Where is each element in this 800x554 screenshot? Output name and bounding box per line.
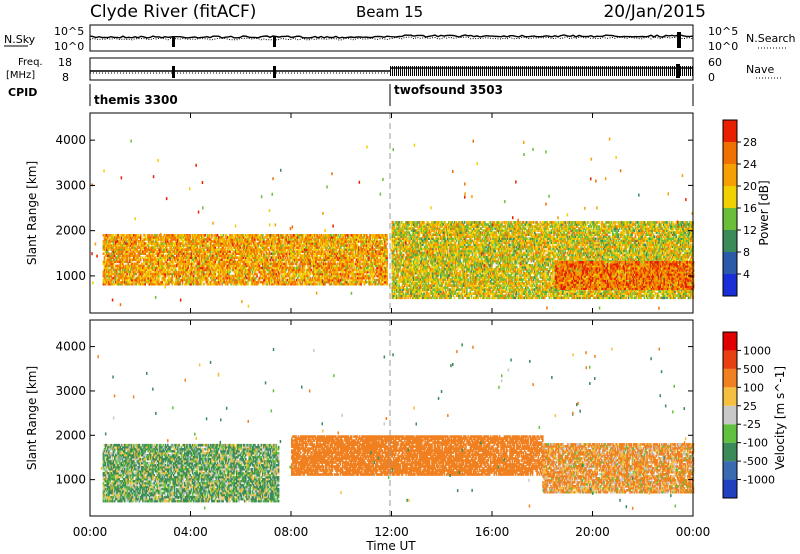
colorbar-tick-label: 8 [743, 246, 750, 259]
colorbar-swatch [723, 369, 737, 387]
beam-label: Beam 15 [356, 3, 423, 21]
time-tick-label: 20:00 [575, 525, 610, 539]
freq-label: Freq. [18, 57, 43, 68]
colorbar-tick-label: 20 [743, 180, 757, 193]
range-tick-label: 4000 [55, 133, 86, 147]
velocity-colorbar: 1000 500 100 25 -25 -100 -500 -1000 [723, 332, 775, 498]
freq-axis-top: 18 [58, 56, 72, 69]
colorbar-swatch [723, 252, 737, 274]
colorbar-tick-label: -25 [743, 418, 761, 431]
range-tick-label: 3000 [55, 178, 86, 192]
nsearch-label: N.Search [746, 32, 796, 45]
colorbar-swatch [723, 208, 737, 230]
power-ylabel: Slant Range [km] [25, 161, 39, 265]
power-colorbar-label: Power [dB] [757, 180, 771, 245]
cpid-mode-2: twofsound 3503 [394, 83, 503, 97]
colorbar-swatch [723, 406, 737, 424]
time-tick-label: 00:00 [73, 525, 108, 539]
time-tick-label: 00:00 [676, 525, 711, 539]
power-panel: Slant Range [km] 1000 2000 3000 4000 4 8 12 16… [25, 113, 771, 313]
time-tick-label: 04:00 [173, 525, 208, 539]
colorbar-tick-label: 100 [743, 381, 764, 394]
time-tick-label: 12:00 [374, 525, 409, 539]
cpid-label: CPID [8, 86, 37, 99]
colorbar-tick-label: -500 [743, 455, 768, 468]
colorbar-swatch [723, 387, 737, 405]
radar-figure: Clyde River (fitACF) Beam 15 20/Jan/2015… [0, 0, 800, 554]
colorbar-tick-label: 25 [743, 400, 757, 413]
time-tick-label: 08:00 [274, 525, 309, 539]
colorbar-swatch [723, 443, 737, 461]
range-tick-label: 4000 [55, 340, 86, 354]
velocity-ylabel: Slant Range [km] [25, 366, 39, 470]
colorbar-swatch [723, 142, 737, 164]
range-tick-label: 1000 [55, 269, 86, 283]
colorbar-tick-label: -1000 [743, 474, 775, 487]
nave-axis-top: 60 [708, 56, 722, 69]
colorbar-swatch [723, 461, 737, 479]
colorbar-tick-label: 24 [743, 158, 757, 171]
nave-label: Nave [746, 63, 774, 76]
colorbar-swatch [723, 274, 737, 296]
velocity-panel: Slant Range [km] 1000 2000 3000 4000 1000 50… [25, 320, 787, 516]
colorbar-tick-label: 4 [743, 268, 750, 281]
frequency-panel: Freq. [MHz] 18 8 60 0 Nave [6, 56, 782, 84]
cpid-mode-1: themis 3300 [94, 93, 178, 107]
date-label: 20/Jan/2015 [603, 2, 706, 22]
freq-unit: [MHz] [6, 70, 35, 81]
colorbar-swatch [723, 480, 737, 498]
colorbar-tick-label: 28 [743, 136, 757, 149]
colorbar-tick-label: 500 [743, 363, 764, 376]
colorbar-tick-label: 16 [743, 202, 757, 215]
noise-panel: N.Sky 10^5 10^0 10^5 10^0 N.Search [4, 25, 796, 53]
nsky-label: N.Sky [4, 33, 36, 46]
colorbar-tick-label: -100 [743, 437, 768, 450]
noise-axis-top: 10^5 [54, 25, 84, 38]
time-axis-label: Time UT [365, 539, 416, 553]
noise-axis-bottom-right: 10^0 [708, 40, 738, 53]
cpid-row: CPID themis 3300 twofsound 3503 [8, 83, 693, 107]
power-colorbar: 4 8 12 16 20 24 28 [723, 120, 757, 296]
range-tick-label: 1000 [55, 473, 86, 487]
range-tick-label: 2000 [55, 428, 86, 442]
time-tick-label: 16:00 [475, 525, 510, 539]
colorbar-swatch [723, 164, 737, 186]
colorbar-tick-label: 1000 [743, 344, 771, 357]
noise-axis-top-right: 10^5 [708, 25, 738, 38]
velocity-colorbar-label: Velocity [m s^-1] [773, 366, 787, 470]
station-title: Clyde River (fitACF) [90, 2, 256, 22]
nave-axis-bottom: 0 [708, 71, 715, 84]
freq-axis-bottom: 8 [62, 71, 69, 84]
colorbar-swatch [723, 120, 737, 142]
colorbar-swatch [723, 350, 737, 368]
colorbar-tick-label: 12 [743, 224, 757, 237]
noise-axis-bottom: 10^0 [54, 40, 84, 53]
range-tick-label: 2000 [55, 224, 86, 238]
colorbar-swatch [723, 186, 737, 208]
colorbar-swatch [723, 424, 737, 442]
range-tick-label: 3000 [55, 384, 86, 398]
colorbar-swatch [723, 230, 737, 252]
colorbar-swatch [723, 332, 737, 350]
